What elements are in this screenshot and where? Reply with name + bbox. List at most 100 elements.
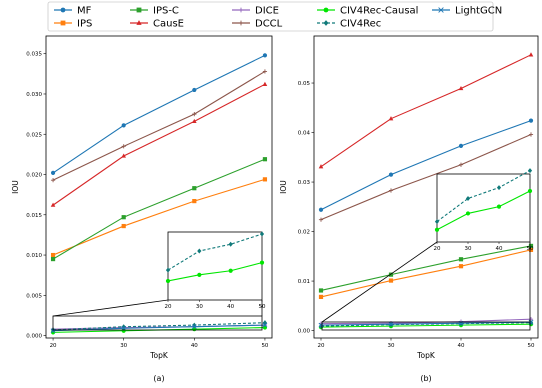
legend-marker-ips-c xyxy=(136,7,142,13)
data-point-cause xyxy=(528,52,534,57)
x-tick-label: 20 xyxy=(50,343,57,349)
data-point-dccl xyxy=(458,162,464,167)
inset-point-civ4rec xyxy=(165,267,171,273)
data-point-civ4rec xyxy=(262,320,268,326)
y-tick-label: 0.03 xyxy=(298,180,311,186)
inset-point-civ4rec-causal xyxy=(197,272,202,277)
legend-item-dccl: DCCL xyxy=(232,19,283,30)
inset-point-civ4rec xyxy=(465,195,471,201)
y-axis-label: IOU xyxy=(11,180,20,194)
legend-label-cause: CausE xyxy=(153,19,184,30)
y-tick-label: 0.01 xyxy=(298,279,310,285)
data-point-cause xyxy=(262,81,268,86)
series-dccl xyxy=(50,69,268,183)
legend-frame xyxy=(47,1,494,32)
data-point-ips xyxy=(458,264,464,269)
zoom-region xyxy=(52,315,263,331)
data-point-ips-c xyxy=(50,256,56,262)
inset-line-civ4rec xyxy=(436,170,531,223)
series-line-mf xyxy=(320,120,532,211)
legend-label-ips: IPS xyxy=(77,19,92,30)
data-point-cause xyxy=(388,116,394,121)
data-point-ips xyxy=(388,278,394,283)
inset-series-civ4rec xyxy=(165,231,265,273)
data-point-lightgcn xyxy=(50,328,56,334)
data-point-dccl xyxy=(388,188,394,193)
inset-line-civ4rec-causal xyxy=(167,262,263,282)
legend-item-mf: MF xyxy=(54,6,92,17)
inset-point-civ4rec xyxy=(259,231,265,237)
data-point-dccl xyxy=(318,217,324,222)
y-tick-label: 0.025 xyxy=(26,132,42,138)
data-point-dccl xyxy=(50,178,56,183)
data-point-cause xyxy=(192,118,197,124)
inset-frame xyxy=(167,231,263,301)
series-line-ips xyxy=(52,178,266,256)
series-line-ips-c xyxy=(320,245,532,292)
legend-label-ips-c: IPS-C xyxy=(153,6,179,17)
inset-x-tick-label: 20 xyxy=(434,246,441,252)
inset-point-civ4rec xyxy=(197,248,202,254)
series-ips xyxy=(50,177,268,258)
inset-point-civ4rec-causal xyxy=(496,204,502,209)
data-point-ips-c xyxy=(121,215,126,220)
data-point-dccl xyxy=(192,112,197,117)
series-cause xyxy=(50,81,268,207)
series-dccl xyxy=(318,132,534,222)
x-axis-label: TopK xyxy=(149,351,169,360)
inset-x-tick-label: 50 xyxy=(527,246,534,252)
series-lightgcn xyxy=(318,319,534,328)
x-tick-label: 20 xyxy=(318,343,325,349)
inset-point-civ4rec xyxy=(228,241,233,247)
legend-label-civ4rec-causal: CIV4Rec-Causal xyxy=(340,6,418,17)
series-line-ips xyxy=(320,249,532,298)
legend-label-dice: DICE xyxy=(255,6,279,17)
legend-label-civ4rec: CIV4Rec xyxy=(340,19,381,30)
x-tick-label: 40 xyxy=(458,343,465,349)
y-tick-label: 0.000 xyxy=(26,334,42,340)
data-point-lightgcn xyxy=(262,322,268,328)
legend: MF IPS-C DICE CIV4Rec-Causal LightGCN IPS Caus… xyxy=(47,1,502,32)
inset-x-tick-label: 20 xyxy=(165,304,172,310)
legend-label-dccl: DCCL xyxy=(255,19,283,30)
inset-point-civ4rec-causal xyxy=(165,278,171,284)
legend-item-lightgcn: LightGCN xyxy=(432,6,502,17)
data-point-ips xyxy=(50,252,56,258)
series-line-dccl xyxy=(52,70,266,181)
data-point-mf xyxy=(388,172,394,177)
zoom-connector xyxy=(321,241,438,323)
zoom-connector xyxy=(52,299,169,317)
y-tick-label: 0.010 xyxy=(26,253,42,259)
zoom-region xyxy=(321,321,531,331)
inset-point-civ4rec xyxy=(496,185,502,191)
inset-frame xyxy=(436,173,531,243)
inset-x-tick-label: 30 xyxy=(196,304,203,310)
series-line-ips-c xyxy=(52,158,266,260)
data-point-ips xyxy=(262,177,268,182)
legend-item-civ4rec-causal: CIV4Rec-Causal xyxy=(317,6,418,17)
series-line-dccl xyxy=(320,134,532,221)
series-cause xyxy=(318,52,534,169)
legend-item-cause: CausE xyxy=(130,19,184,30)
series-line-civ4rec-causal xyxy=(320,323,532,328)
inset-line-civ4rec-causal xyxy=(436,190,531,231)
data-point-ips-c xyxy=(318,288,324,293)
data-point-ips xyxy=(528,247,534,252)
data-point-ips xyxy=(192,198,197,204)
data-point-ips-c xyxy=(388,272,394,277)
inset-point-civ4rec xyxy=(527,168,533,174)
data-point-mf xyxy=(121,123,126,128)
plot-frame xyxy=(45,35,273,339)
legend-item-civ4rec: CIV4Rec xyxy=(317,19,381,30)
series-ips-c xyxy=(318,243,534,293)
data-point-lightgcn xyxy=(388,321,394,327)
plot-frame xyxy=(313,35,539,339)
y-tick-label: 0.04 xyxy=(298,131,311,137)
data-point-lightgcn xyxy=(191,324,197,330)
x-axis-label: TopK xyxy=(416,351,436,360)
inset-x-tick-label: 50 xyxy=(259,304,266,310)
x-tick-label: 30 xyxy=(388,343,395,349)
series-line-civ4rec xyxy=(53,322,265,331)
data-point-ips-c xyxy=(192,186,197,191)
data-point-ips-c xyxy=(458,257,464,262)
